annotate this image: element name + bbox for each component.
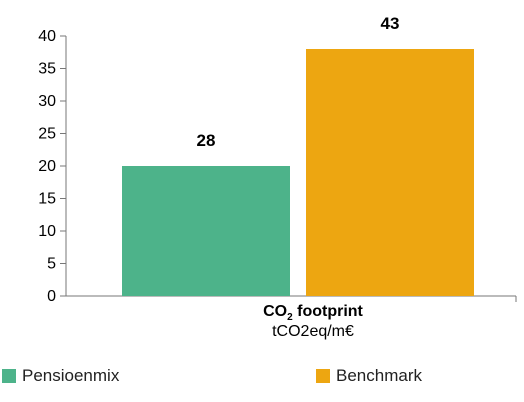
x-axis-title: CO2 footprint tCO2eq/m€	[228, 303, 398, 341]
legend-item-pensioenmix: Pensioenmix	[2, 366, 119, 386]
bar-chart: 0 5 10 15 20 25 30 35 40 28 43	[38, 14, 517, 305]
legend-item-benchmark: Benchmark	[316, 366, 422, 386]
data-label-pensioenmix: 28	[197, 131, 216, 150]
y-tick-label: 25	[38, 126, 56, 143]
legend-swatch-pensioenmix	[2, 369, 16, 383]
y-tick-label: 35	[38, 61, 56, 78]
bar-benchmark	[306, 49, 474, 296]
bar-pensioenmix	[122, 166, 290, 296]
bars	[122, 49, 474, 296]
y-tick-label: 0	[47, 288, 56, 305]
legend-swatch-benchmark	[316, 369, 330, 383]
data-labels: 28 43	[197, 14, 400, 150]
data-label-benchmark: 43	[381, 14, 400, 33]
x-axis-unit: tCO2eq/m€	[272, 323, 354, 341]
y-tick-label: 15	[38, 191, 56, 208]
legend: Pensioenmix Benchmark	[0, 366, 524, 394]
legend-label-pensioenmix: Pensioenmix	[22, 366, 120, 385]
y-tick-label: 40	[38, 28, 56, 45]
x-axis-label: CO2 footprint	[263, 303, 363, 324]
y-tick-label: 5	[47, 256, 56, 273]
y-tick-label: 10	[38, 223, 56, 240]
legend-label-benchmark: Benchmark	[336, 366, 422, 385]
y-tick-label: 30	[38, 93, 56, 110]
y-tick-label: 20	[38, 158, 56, 175]
